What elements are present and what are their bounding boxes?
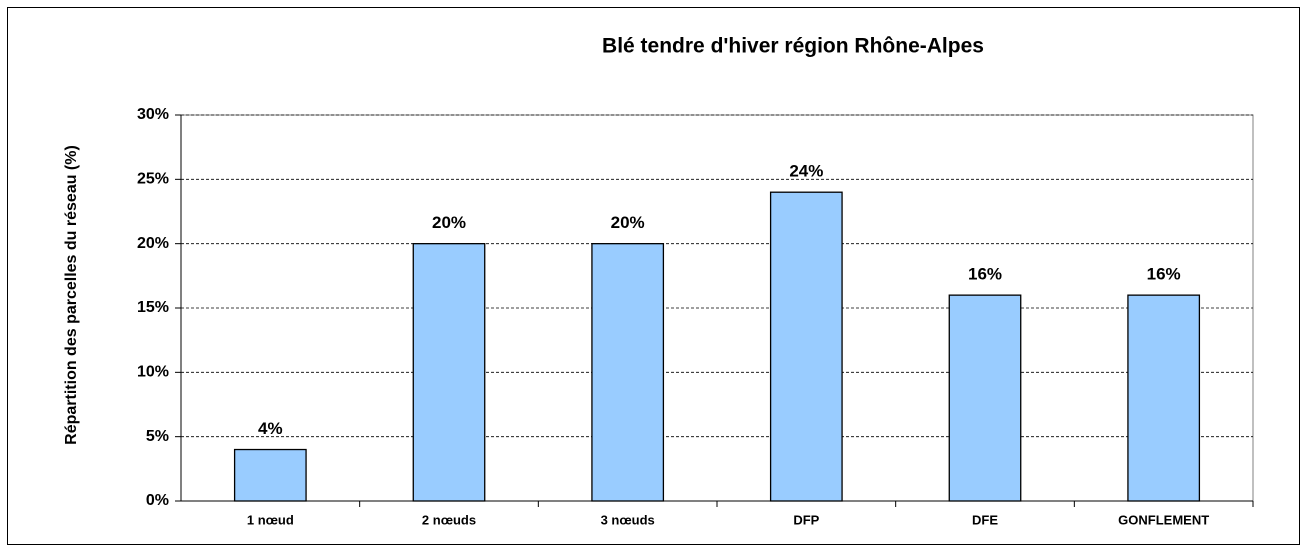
value-label: 4% (258, 419, 283, 438)
bar (1127, 294, 1201, 502)
x-tick-label: 3 nœuds (601, 512, 655, 527)
x-tick-label: DFE (972, 512, 998, 527)
y-tick-label: 0% (146, 492, 169, 509)
y-tick-label: 25% (137, 171, 169, 188)
value-label: 16% (1147, 265, 1181, 284)
x-tick-label: GONFLEMENT (1118, 512, 1209, 527)
y-tick-label: 30% (137, 106, 169, 123)
value-label: 16% (968, 265, 1002, 284)
bar (948, 294, 1022, 502)
y-tick-label: 15% (137, 299, 169, 316)
value-label: 24% (789, 162, 823, 181)
value-label: 20% (611, 213, 645, 232)
y-tick-label: 5% (146, 428, 169, 445)
y-axis-label: Répartition des parcelles du réseau (%) (63, 145, 80, 445)
bar (591, 243, 665, 502)
chart-title: Blé tendre d'hiver région Rhône-Alpes (602, 35, 984, 58)
x-tick-label: 1 nœud (247, 512, 294, 527)
bar (233, 448, 307, 502)
y-tick-label: 10% (137, 364, 169, 381)
value-label: 20% (432, 213, 466, 232)
y-tick-label: 20% (137, 235, 169, 252)
bar (412, 243, 486, 502)
x-tick-label: DFP (793, 512, 819, 527)
bar (769, 191, 843, 502)
x-tick-label: 2 nœuds (422, 512, 476, 527)
